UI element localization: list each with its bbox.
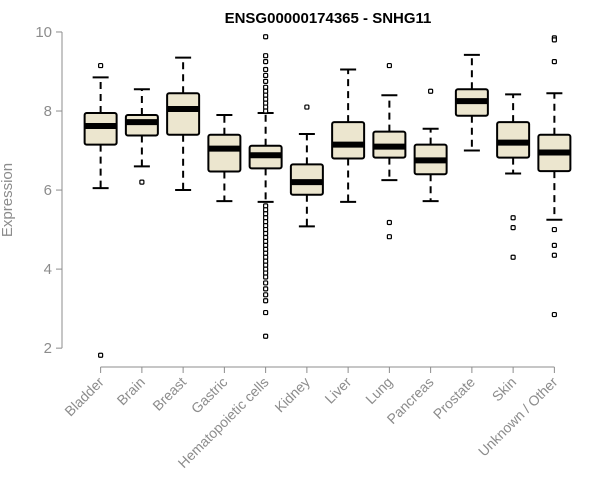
outlier-point (551, 226, 557, 233)
boxes-group (83, 34, 572, 358)
x-tick-label: Lung (362, 374, 395, 407)
x-tick-label: Kidney (271, 374, 313, 416)
box-lung (372, 62, 407, 240)
x-tick-label: Breast (149, 374, 189, 414)
box-unknown-other (537, 35, 572, 318)
y-axis: 2 4 6 8 10 (35, 24, 63, 357)
outlier-point (510, 215, 516, 221)
y-axis-label: Expression (0, 163, 16, 237)
outlier-point (263, 53, 269, 59)
box-bladder (83, 62, 118, 358)
outlier-point (263, 333, 269, 339)
box-gastric (207, 113, 242, 203)
y-tick-label: 4 (44, 261, 52, 278)
iqr-box (207, 133, 242, 173)
iqr-box (124, 113, 159, 137)
outlier-point (551, 242, 557, 248)
y-tick-label: 10 (35, 24, 52, 41)
iqr-box (166, 92, 201, 136)
y-tick-label: 6 (44, 182, 52, 199)
outlier-point (510, 225, 516, 231)
x-tick-label: Brain (114, 374, 148, 408)
box-liver (331, 68, 366, 203)
outlier-point (304, 104, 310, 110)
x-tick-label: Skin (489, 374, 520, 405)
box-brain (124, 88, 159, 185)
outlier-point (386, 234, 392, 240)
outlier-point (386, 62, 392, 69)
y-tick-label: 8 (44, 103, 52, 120)
outlier-point (263, 309, 269, 316)
outlier-point (263, 108, 269, 114)
iqr-box (331, 121, 366, 160)
outlier-point (98, 352, 104, 358)
x-tick-label: Prostate (430, 374, 478, 422)
box-prostate (454, 53, 489, 152)
outlier-point (263, 280, 269, 286)
outlier-point (263, 72, 269, 79)
outlier-point (551, 59, 557, 65)
outlier-point (551, 311, 557, 318)
outlier-point (263, 286, 269, 292)
chart-title: ENSG00000174365 - SNHG11 (225, 10, 432, 27)
outlier-point (263, 34, 269, 40)
outlier-point (263, 274, 269, 280)
outlier-point (386, 219, 392, 226)
outlier-point (263, 298, 269, 304)
y-tick-label: 2 (44, 340, 52, 357)
box-breast (166, 56, 201, 192)
outlier-point (428, 88, 434, 94)
outlier-point (263, 292, 269, 298)
x-tick-label: Bladder (61, 374, 107, 420)
outlier-point (551, 252, 557, 258)
outlier-point (551, 37, 557, 43)
outlier-point (263, 66, 269, 73)
box-kidney (289, 104, 324, 228)
outlier-point (510, 254, 516, 260)
outlier-point (263, 78, 269, 84)
outlier-point (263, 59, 269, 65)
box-skin (496, 93, 531, 260)
outlier-point (98, 62, 104, 69)
outlier-point (139, 179, 145, 185)
box-hematopoietic-cells (248, 34, 283, 339)
x-tick-label: Liver (321, 374, 354, 407)
box-pancreas (413, 88, 448, 203)
